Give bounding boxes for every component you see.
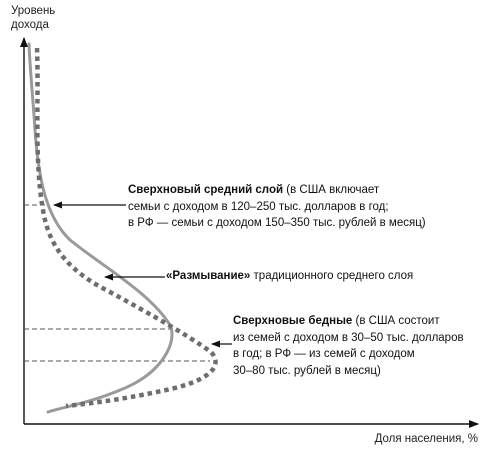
annotation-super-middle-body: (в США включает семьи с доходом в 120–25…	[128, 184, 426, 229]
solid-distribution-curve	[27, 42, 174, 414]
y-axis-title: Уровень дохода	[11, 5, 56, 31]
annotation-erosion-body: традиционного среднего слоя	[250, 270, 414, 282]
annotation-super-poor: Сверхновые бедные (в США состоит из семе…	[233, 313, 485, 379]
annotation-super-middle-title: Сверхновый средний слой	[128, 184, 284, 196]
annotation-super-poor-title: Сверхновые бедные	[233, 315, 353, 327]
annotation-erosion: «Размывание» традиционного среднего слоя	[166, 268, 484, 285]
x-axis-title: Доля населения, %	[374, 433, 478, 445]
dotted-distribution-curve	[34, 47, 218, 409]
annotation-super-poor-body: (в США состоит из семей с доходом в 30–5…	[233, 315, 464, 377]
annotation-super-middle: Сверхновый средний слой (в США включает …	[128, 182, 483, 232]
annotation-erosion-title: «Размывание»	[166, 270, 251, 282]
